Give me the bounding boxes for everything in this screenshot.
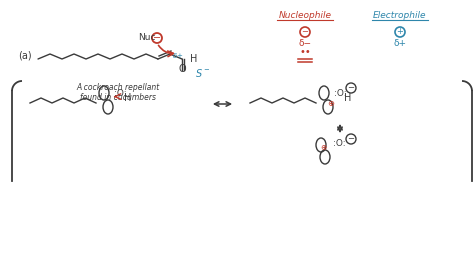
Text: H: H — [124, 93, 132, 103]
Text: :O:: :O: — [333, 139, 346, 148]
Text: δ−: δ− — [299, 39, 311, 48]
Text: $S^-$: $S^-$ — [195, 67, 210, 79]
Text: ⊕: ⊕ — [320, 143, 326, 152]
Text: −: − — [153, 33, 161, 43]
Text: (a): (a) — [18, 51, 32, 61]
Text: Electrophile: Electrophile — [373, 11, 427, 20]
Text: Nuc: Nuc — [138, 34, 155, 43]
Text: $\delta$+: $\delta$+ — [172, 52, 184, 60]
Text: +: + — [397, 27, 403, 36]
Text: Nucleophile: Nucleophile — [279, 11, 331, 20]
Text: −: − — [347, 135, 355, 143]
Text: δ+: δ+ — [393, 39, 407, 48]
Text: ••: •• — [299, 47, 311, 57]
Text: ⊕: ⊕ — [328, 98, 335, 107]
Text: A cockroach repellant
found in cucumbers: A cockroach repellant found in cucumbers — [76, 83, 160, 102]
Text: :O:: :O: — [334, 89, 346, 98]
Text: H: H — [344, 93, 352, 103]
Text: −: − — [301, 27, 309, 36]
Text: −: − — [347, 84, 355, 93]
Text: :O:: :O: — [114, 89, 126, 98]
Text: O: O — [178, 64, 186, 74]
Text: H: H — [190, 54, 197, 64]
